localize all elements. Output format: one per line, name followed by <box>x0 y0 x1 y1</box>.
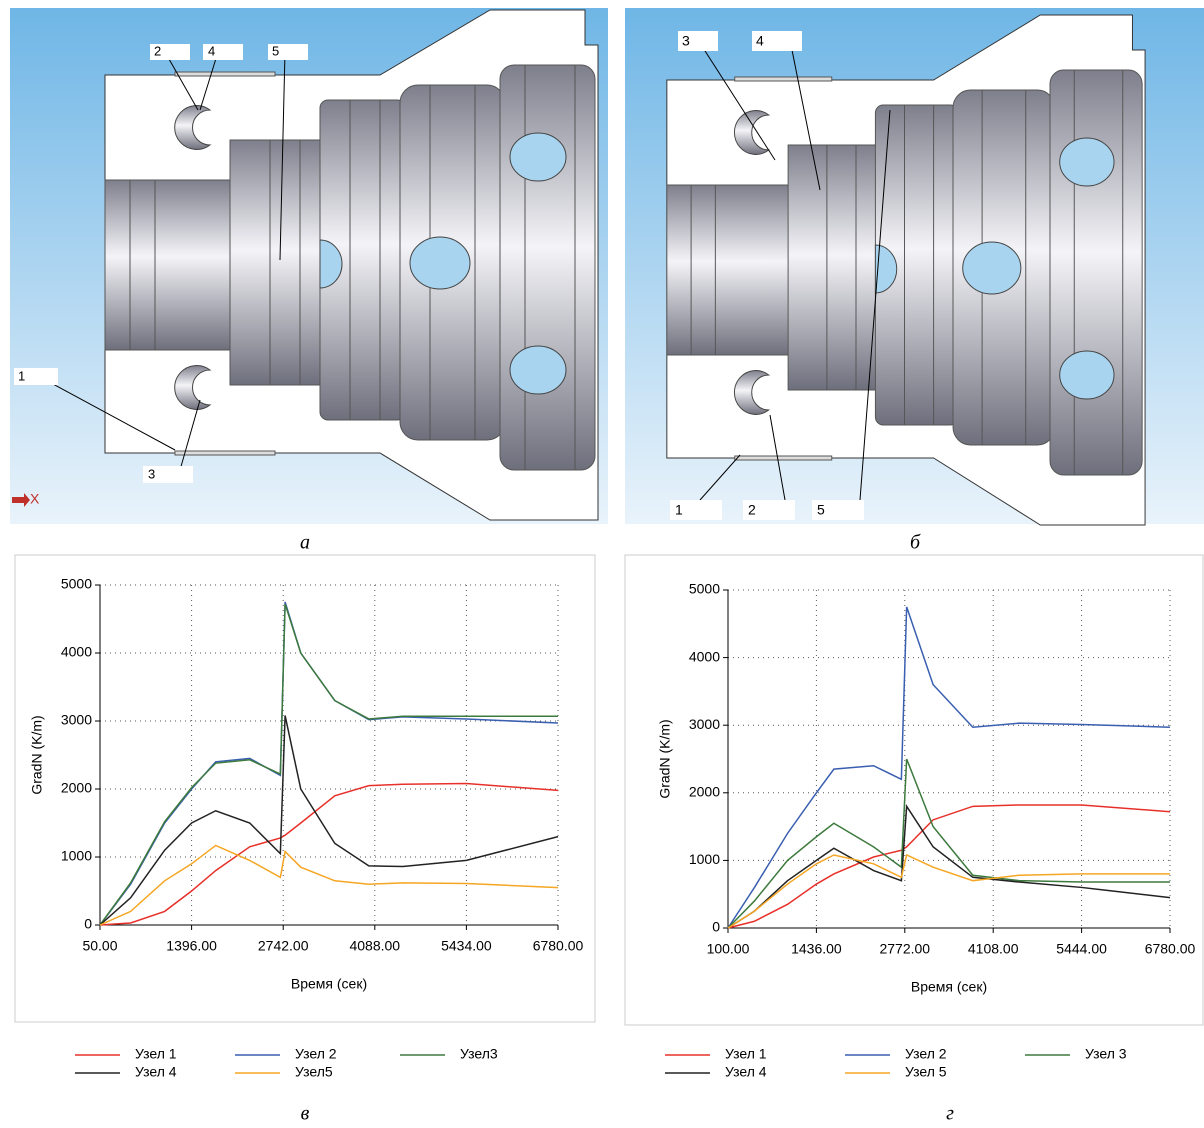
y-tick-label: 1000 <box>61 848 92 864</box>
x-tick-label: 50.00 <box>82 938 117 954</box>
part-label: 4 <box>208 43 215 58</box>
x-tick-label: 2742.00 <box>258 938 309 954</box>
legend-label: Узел 2 <box>905 1046 947 1062</box>
x-axis-label: Время (сек) <box>291 976 367 992</box>
x-tick-label: 4108.00 <box>968 941 1019 957</box>
caption: г <box>946 1103 954 1125</box>
y-tick-label: 5000 <box>689 581 720 597</box>
legend-label: Узел 1 <box>725 1046 767 1062</box>
x-tick-label: 5434.00 <box>441 938 492 954</box>
axis-marker: X <box>30 491 40 507</box>
legend-label: Узел3 <box>460 1046 498 1062</box>
y-axis-label: GradN (K/m) <box>657 719 673 798</box>
legend-label: Узел 2 <box>295 1046 337 1062</box>
model-b <box>667 15 1145 525</box>
part-label: 3 <box>148 466 155 481</box>
y-tick-label: 5000 <box>61 576 92 592</box>
x-tick-label: 1436.00 <box>791 941 842 957</box>
y-tick-label: 0 <box>84 916 92 932</box>
x-tick-label: 6780.00 <box>533 938 584 954</box>
legend-label: Узел 3 <box>1085 1046 1127 1062</box>
x-axis-label: Время (сек) <box>911 979 987 995</box>
caption: б <box>910 532 921 554</box>
part-label: 4 <box>756 33 764 49</box>
y-tick-label: 3000 <box>61 712 92 728</box>
part-label: 5 <box>272 43 279 58</box>
part-label: 5 <box>817 502 825 518</box>
y-tick-label: 3000 <box>689 716 720 732</box>
y-tick-label: 2000 <box>689 784 720 800</box>
y-tick-label: 4000 <box>689 648 720 664</box>
legend-label: Узел 4 <box>135 1064 177 1080</box>
part-label: 1 <box>675 502 683 518</box>
caption: а <box>300 532 310 554</box>
y-tick-label: 0 <box>712 919 720 935</box>
y-tick-label: 1000 <box>689 851 720 867</box>
model-a <box>105 10 598 520</box>
part-label: 3 <box>682 33 690 49</box>
legend-label: Узел 5 <box>905 1064 947 1080</box>
x-tick-label: 4088.00 <box>349 938 400 954</box>
y-tick-label: 4000 <box>61 644 92 660</box>
part-label: 1 <box>18 368 25 383</box>
x-tick-label: 2772.00 <box>879 941 930 957</box>
x-tick-label: 5444.00 <box>1056 941 1107 957</box>
x-tick-label: 100.00 <box>707 941 750 957</box>
x-tick-label: 6780.00 <box>1145 941 1196 957</box>
legend-label: Узел 4 <box>725 1064 767 1080</box>
x-tick-label: 1396.00 <box>166 938 217 954</box>
y-axis-label: GradN (K/m) <box>29 715 45 794</box>
legend-label: Узел5 <box>295 1064 333 1080</box>
y-tick-label: 2000 <box>61 780 92 796</box>
legend-label: Узел 1 <box>135 1046 177 1062</box>
caption: в <box>301 1103 310 1125</box>
part-label: 2 <box>154 43 161 58</box>
figure: 2 4 5 1 3 X 3 4 1 2 5 а б 0 1000 2000 3000 4… <box>0 0 1204 1128</box>
part-label: 2 <box>748 502 756 518</box>
